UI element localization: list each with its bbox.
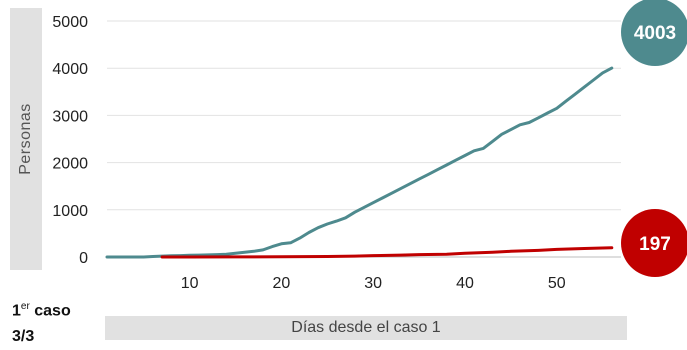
y-tick-4000: 4000: [52, 61, 88, 78]
end-label-0: 4003: [634, 23, 676, 44]
y-tick-labels: 0 1000 2000 3000 4000 5000: [52, 14, 88, 267]
series-lines: [105, 66, 614, 259]
x-tick-labels: 10 20 30 40 50: [181, 275, 566, 292]
x-tick-40: 40: [456, 275, 474, 292]
end-label-1: 197: [639, 234, 671, 255]
x-tick-10: 10: [181, 275, 199, 292]
end-label-badge-1: [621, 209, 687, 277]
x-tick-20: 20: [272, 275, 290, 292]
y-tick-0: 0: [79, 250, 88, 267]
first-case-word: caso: [29, 302, 71, 320]
series-line-0: [105, 66, 614, 259]
x-tick-50: 50: [548, 275, 566, 292]
y-axis-label-box: [10, 8, 42, 270]
y-tick-3000: 3000: [52, 108, 88, 125]
first-case-date: 3/3: [12, 328, 35, 346]
y-tick-5000: 5000: [52, 14, 88, 31]
first-case-number: 1: [12, 302, 21, 320]
x-tick-30: 30: [364, 275, 382, 292]
first-case-annotation: 1er caso 3/3: [12, 294, 71, 350]
y-tick-1000: 1000: [52, 203, 88, 220]
y-tick-2000: 2000: [52, 156, 88, 173]
end-label-badge-0: [621, 0, 687, 66]
x-axis-label: Días desde el caso 1: [291, 319, 441, 336]
end-labels: 4003 197: [621, 0, 687, 277]
series-line-1: [160, 246, 614, 259]
grid-lines: [107, 20, 621, 258]
first-case-superscript: er: [20, 301, 30, 312]
x-axis-label-box: Días desde el caso 1: [105, 316, 627, 340]
